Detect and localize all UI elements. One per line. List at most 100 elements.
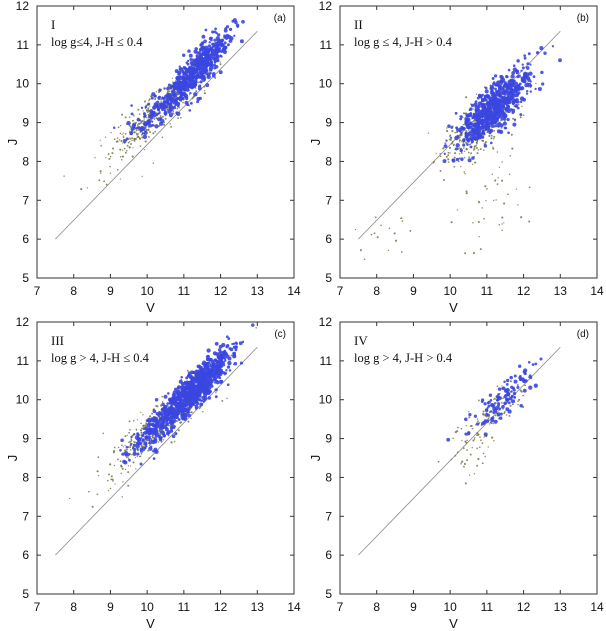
data-point [484, 185, 487, 188]
data-point [489, 90, 494, 95]
data-point [461, 141, 463, 143]
data-point [183, 408, 188, 413]
data-point [120, 465, 123, 468]
data-point [470, 103, 475, 108]
data-point [173, 440, 176, 443]
data-point [461, 460, 464, 463]
data-point [468, 474, 471, 476]
data-point [208, 36, 213, 41]
data-point [160, 420, 164, 424]
data-point [127, 465, 130, 467]
data-point [185, 383, 188, 386]
data-point [503, 126, 507, 130]
data-point [121, 452, 125, 456]
data-point [125, 456, 128, 459]
data-point [139, 447, 143, 452]
data-point [125, 137, 129, 141]
data-point [451, 158, 455, 162]
data-point [138, 113, 141, 115]
y-tick-label: 10 [319, 393, 333, 407]
data-point [158, 411, 163, 416]
data-point [439, 155, 442, 158]
data-point [474, 100, 478, 104]
data-point [187, 373, 192, 378]
data-point [156, 100, 160, 104]
data-point [219, 42, 224, 47]
data-point [123, 450, 129, 456]
data-point [503, 222, 505, 224]
data-point [160, 440, 163, 443]
data-point [209, 390, 213, 393]
data-point [111, 152, 114, 155]
data-point [149, 131, 152, 133]
data-point [226, 43, 230, 47]
data-point [163, 410, 168, 415]
data-point [143, 149, 146, 151]
data-point [172, 399, 177, 404]
data-point [177, 117, 179, 119]
data-point [130, 438, 133, 441]
data-point [148, 123, 153, 128]
x-tick-label: 8 [70, 284, 77, 298]
reference-line [55, 30, 258, 240]
data-point [482, 125, 485, 129]
data-point [94, 157, 96, 159]
data-point [490, 422, 493, 425]
data-point [150, 110, 155, 116]
data-point [164, 427, 169, 432]
data-point [166, 108, 169, 111]
data-point [125, 445, 129, 449]
data-point [129, 465, 132, 467]
data-point [130, 435, 133, 439]
data-point [178, 107, 181, 109]
data-point [483, 217, 485, 220]
data-point [110, 478, 113, 481]
data-point [453, 144, 455, 147]
data-point [449, 136, 453, 139]
data-point [130, 104, 133, 107]
data-point [119, 132, 122, 135]
data-point [149, 430, 153, 435]
data-point [152, 105, 157, 110]
data-point [517, 91, 521, 95]
data-point [450, 458, 453, 461]
data-point [500, 126, 503, 129]
data-point [105, 156, 107, 159]
data-point [181, 382, 185, 386]
data-point [483, 144, 488, 148]
data-point [251, 323, 255, 327]
data-point [154, 430, 158, 435]
data-point [475, 124, 480, 130]
data-point [476, 432, 479, 435]
data-point [528, 385, 533, 390]
data-point [145, 104, 147, 107]
data-point [475, 119, 478, 122]
data-point [508, 173, 511, 175]
data-point [503, 395, 507, 399]
data-point [213, 38, 217, 42]
data-point [223, 28, 228, 33]
data-point [231, 342, 234, 346]
data-point [194, 369, 199, 374]
data-point [457, 160, 460, 163]
data-point [162, 405, 167, 410]
data-point [122, 149, 124, 151]
data-point [136, 124, 139, 126]
data-point [500, 95, 504, 99]
y-tick-label: 8 [22, 154, 29, 168]
data-point [133, 115, 135, 117]
data-point [228, 347, 232, 351]
data-point [129, 128, 131, 130]
data-point [151, 412, 154, 415]
data-point [133, 139, 136, 142]
data-point [124, 435, 127, 438]
data-point [459, 115, 463, 118]
data-point [107, 490, 110, 492]
data-point [208, 62, 213, 67]
data-point [188, 408, 191, 411]
data-point [477, 420, 479, 423]
data-point [467, 137, 472, 142]
data-point [136, 452, 140, 456]
data-point [472, 108, 475, 110]
data-point [129, 449, 132, 451]
